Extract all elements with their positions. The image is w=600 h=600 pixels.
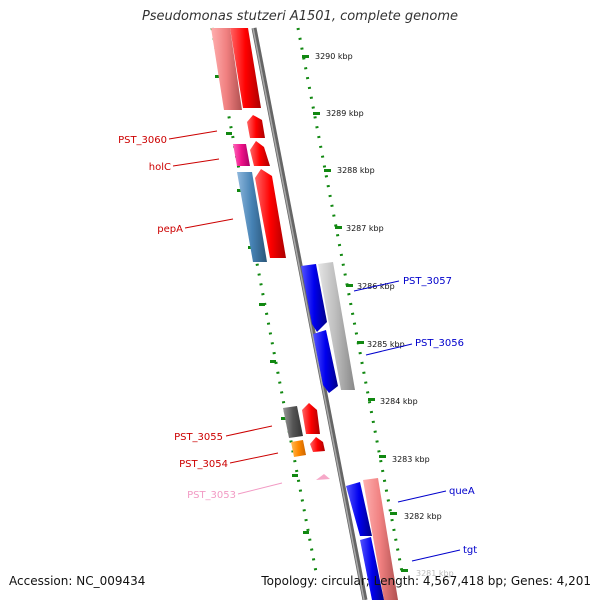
gene-feature-pink	[211, 28, 242, 110]
gene-feature-red	[247, 115, 265, 138]
gene-feature-red	[310, 437, 325, 452]
callout-line	[225, 425, 273, 437]
gene-label: holC	[149, 162, 171, 173]
tick-label: 3288 kbp	[337, 166, 375, 175]
title: Pseudomonas stutzeri A1501, complete gen…	[141, 9, 459, 24]
features-top	[211, 28, 286, 262]
tick-mark	[313, 112, 320, 115]
callout-line	[184, 218, 234, 229]
gene-label: PST_3056	[415, 338, 464, 349]
tick-mark	[270, 360, 276, 363]
gene-label: PST_3057	[403, 276, 452, 287]
tick-mark	[346, 284, 353, 287]
gene-labels-left: PST_3060 holC pepA PST_3055 PST_3054 PST…	[118, 135, 236, 501]
gene-feature-red	[230, 28, 261, 108]
features-lower	[283, 403, 330, 480]
accession-text: Accession: NC_009434	[9, 574, 146, 588]
gene-feature-blue	[360, 537, 384, 600]
genome-summary-text: Topology: circular; Length: 4,567,418 bp…	[261, 574, 591, 588]
callout-line	[411, 549, 461, 562]
gene-label: PST_3060	[118, 135, 167, 146]
gene-feature-red	[250, 141, 270, 166]
gene-feature-blue	[313, 330, 338, 393]
tick-label: 3281 kbp	[416, 569, 454, 578]
gene-feature-red	[255, 169, 286, 258]
gene-feature-magenta	[233, 144, 250, 166]
tick-mark	[335, 226, 342, 229]
grid-lines	[210, 27, 404, 573]
tick-mark	[401, 569, 408, 572]
grid-line-left	[210, 27, 318, 573]
tick-mark	[357, 341, 364, 344]
features-bottom	[346, 478, 398, 600]
tick-mark	[292, 474, 298, 477]
gene-feature-gray	[318, 262, 355, 390]
gene-feature-blue	[346, 482, 372, 536]
gene-label: PST_3054	[179, 459, 228, 470]
tick-label: 3289 kbp	[326, 109, 364, 118]
tick-mark	[368, 398, 375, 401]
tick-mark	[215, 75, 221, 78]
tick-label: 3285 kbp	[367, 340, 405, 349]
gene-feature-darkgray	[283, 406, 303, 438]
callout-lines	[168, 130, 461, 562]
gene-feature-blue	[301, 264, 327, 332]
gene-label: pepA	[157, 224, 183, 235]
tick-label: 3282 kbp	[404, 512, 442, 521]
gene-feature-red	[302, 403, 320, 434]
gene-feature-steelblue	[237, 172, 267, 262]
gene-label: queA	[449, 486, 475, 497]
tick-label: 3284 kbp	[380, 397, 418, 406]
gene-feature-lightpink	[316, 474, 330, 480]
tick-mark	[390, 512, 397, 515]
tick-mark	[302, 55, 309, 58]
gene-feature-orange	[291, 440, 306, 457]
tick-label: 3287 kbp	[346, 224, 384, 233]
features-middle	[301, 262, 355, 393]
tick-mark	[226, 132, 232, 135]
callout-line	[237, 482, 283, 495]
gene-labels-right: PST_3057 PST_3056 queA tgt	[403, 276, 477, 556]
tick-mark	[324, 169, 331, 172]
callout-line	[397, 490, 447, 503]
gene-feature-pink	[363, 478, 398, 600]
callout-line	[229, 452, 279, 464]
gene-label: PST_3055	[174, 432, 223, 443]
tick-mark	[281, 417, 287, 420]
tick-mark	[303, 531, 309, 534]
gene-label: tgt	[463, 545, 477, 556]
callout-line	[172, 158, 220, 167]
tick-mark	[237, 189, 243, 192]
tick-label: 3290 kbp	[315, 52, 353, 61]
callout-line	[365, 343, 413, 356]
tick-label: 3283 kbp	[392, 455, 430, 464]
tick-mark	[259, 303, 265, 306]
callout-line	[353, 280, 400, 292]
tick-mark	[379, 455, 386, 458]
grid-line-right	[296, 27, 404, 573]
callout-line	[168, 130, 218, 140]
genome-backbone	[251, 27, 368, 600]
gene-label: PST_3053	[187, 490, 236, 501]
